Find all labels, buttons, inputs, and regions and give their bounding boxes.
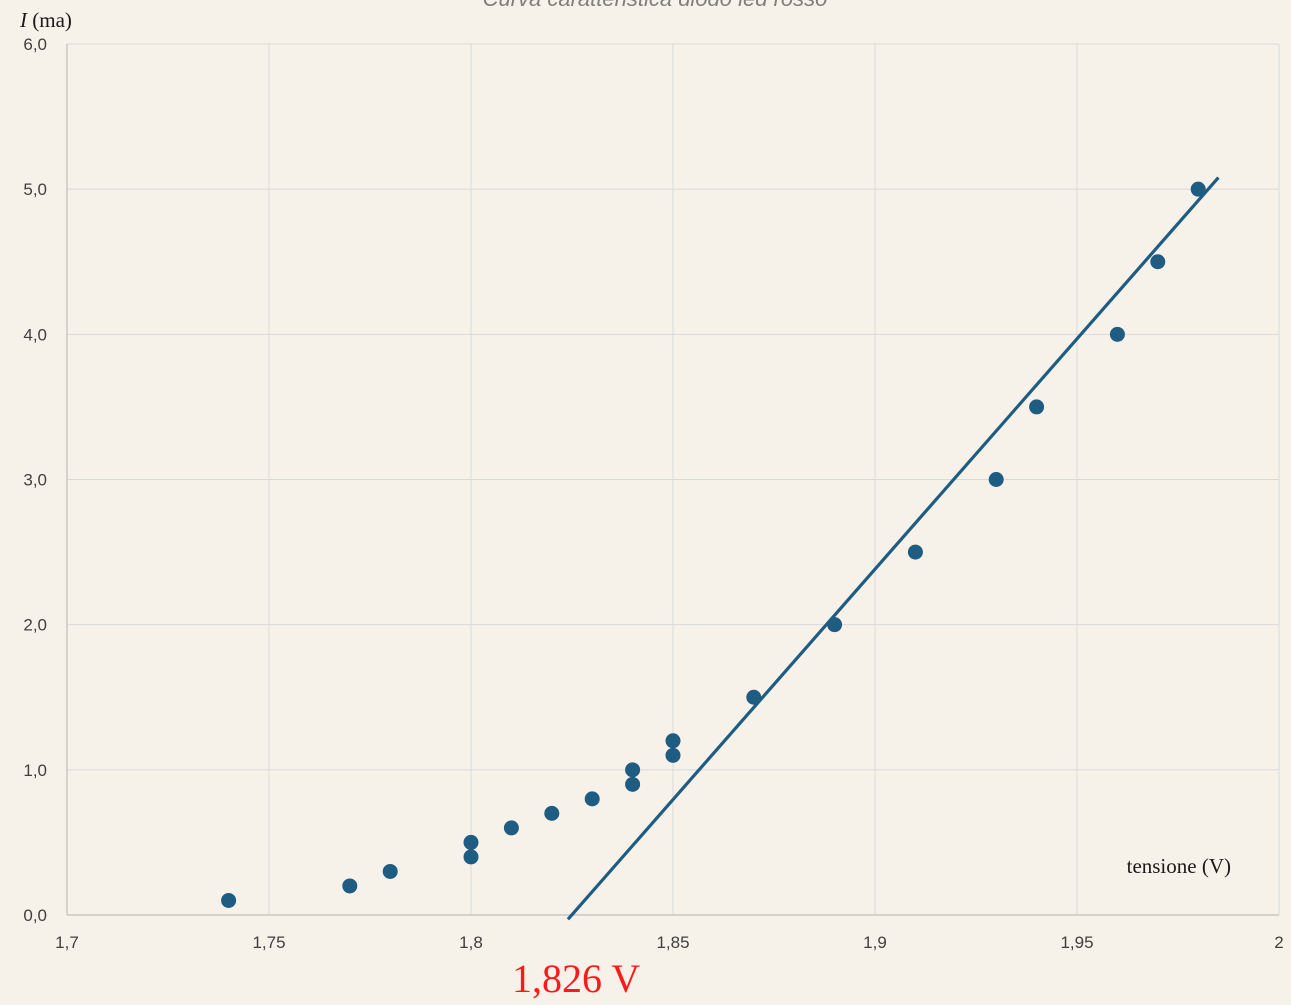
data-point (1190, 181, 1206, 197)
data-points (221, 181, 1206, 908)
data-point (907, 544, 923, 560)
y-tick-label: 0,0 (23, 906, 47, 925)
data-point (584, 791, 600, 807)
data-point (827, 617, 843, 633)
data-point (665, 747, 681, 763)
grid (67, 43, 1280, 915)
data-point (625, 776, 641, 792)
chart-title: Curva caratteristica diodo led rosso (483, 0, 828, 11)
data-point (544, 805, 560, 821)
x-tick-label: 1,9 (863, 933, 887, 952)
data-point (625, 762, 641, 778)
x-tick-label: 1,95 (1060, 933, 1093, 952)
data-point (1109, 326, 1125, 342)
y-tick-label: 4,0 (23, 325, 47, 344)
data-point (1150, 254, 1166, 270)
trend-line (566, 176, 1220, 921)
data-point (1029, 399, 1045, 415)
y-tick-label: 3,0 (23, 471, 47, 490)
x-tick-label: 1,85 (656, 933, 689, 952)
y-tick-label: 5,0 (23, 180, 47, 199)
data-point (988, 472, 1004, 487)
tick-labels: 1,7 1,75 1,8 1,85 1,9 1,95 2 0,0 1,0 2,0 3,0 4,0 5,0… (23, 35, 1283, 952)
y-tick-label: 2,0 (23, 616, 47, 635)
data-point (382, 863, 398, 879)
x-tick-label: 1,75 (252, 933, 285, 952)
y-axis-label-symbol: I (19, 8, 28, 32)
data-point (463, 834, 479, 850)
data-point (342, 878, 358, 894)
y-axis-label: I (ma) (19, 8, 72, 32)
data-point (503, 820, 519, 836)
data-point (665, 733, 681, 749)
x-tick-label: 1,8 (459, 933, 483, 952)
intercept-annotation: 1,826 V (512, 956, 640, 1001)
x-axis-label: tensione (V) (1127, 854, 1231, 878)
data-point (221, 892, 237, 908)
y-axis-label-unit: (ma) (27, 8, 72, 32)
data-point (746, 689, 762, 705)
y-tick-label: 6,0 (23, 35, 47, 54)
x-tick-label: 2 (1274, 933, 1283, 952)
y-tick-label: 1,0 (23, 761, 47, 780)
x-tick-label: 1,7 (55, 933, 79, 952)
data-point (463, 849, 479, 865)
